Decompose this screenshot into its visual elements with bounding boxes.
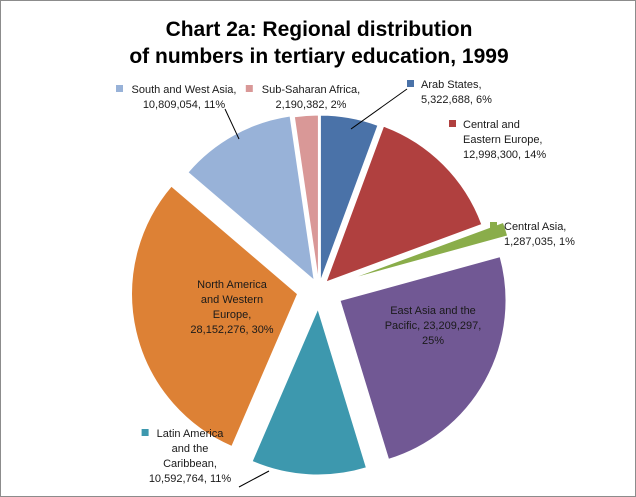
data-label-line: Latin America — [157, 428, 225, 440]
data-label-line: Sub-Saharan Africa, — [262, 84, 360, 96]
data-label-line: and Western — [201, 294, 263, 306]
legend-swatch-latin-america-and-the-caribbean — [141, 429, 149, 436]
data-label-line: Caribbean, — [163, 458, 217, 470]
pie-slice-sub-saharan-africa — [293, 114, 319, 282]
data-label-latin-america-and-the-caribbean: Latin America and the Caribbean, 10,592,764… — [149, 428, 232, 485]
data-label-line: North America — [197, 279, 268, 291]
data-label-line: Pacific, 23,209,297, — [385, 320, 482, 332]
data-label-line: Central Asia, — [504, 221, 566, 233]
pie-slice-north-america-and-western-europe — [131, 185, 299, 448]
pie-slice-central-and-eastern-europe — [325, 125, 483, 283]
data-label-line: 28,152,276, 30% — [190, 324, 273, 336]
pie-slice-central-asia — [347, 221, 509, 281]
data-label-line: 25% — [422, 335, 444, 347]
legend-swatch-central-asia — [490, 222, 497, 229]
data-label-line: South and West Asia, — [132, 84, 237, 96]
data-label-line: 2,190,382, 2% — [276, 99, 347, 111]
data-label-line: and the — [172, 443, 209, 455]
data-label-line: Europe, — [213, 309, 252, 321]
pie-slice-arab-states — [319, 114, 379, 282]
leader-line — [238, 470, 270, 488]
leader-line — [224, 108, 240, 140]
data-label-central-asia: Central Asia, 1,287,035, 1% — [504, 221, 575, 248]
data-label-sub-saharan-africa: Sub-Saharan Africa, 2,190,382, 2% — [262, 84, 360, 111]
data-label-line: 5,322,688, 6% — [421, 94, 492, 106]
leader-line — [350, 88, 408, 130]
data-label-line: 1,287,035, 1% — [504, 236, 575, 248]
pie-slice-east-asia-and-the-pacific — [339, 256, 507, 460]
data-label-north-america-and-western-europe: North America and Western Europe, 28,152,27… — [190, 279, 273, 336]
chart-title-line-1: Chart 2a: Regional distribution — [166, 18, 473, 41]
legend-swatch-arab-states — [407, 80, 414, 87]
legend-swatch-central-and-eastern-europe — [449, 120, 456, 127]
legend-swatch-south-and-west-asia — [116, 85, 123, 92]
data-label-east-asia-and-the-pacific: East Asia and the Pacific, 23,209,297, 25% — [385, 305, 482, 347]
legend-swatch-sub-saharan-africa — [245, 85, 253, 92]
data-label-line: 12,998,300, 14% — [463, 149, 546, 161]
data-label-arab-states: Arab States, 5,322,688, 6% — [421, 79, 492, 106]
data-label-central-and-eastern-europe: Central and Eastern Europe, 12,998,300, 14… — [463, 119, 546, 161]
data-label-line: Central and — [463, 119, 520, 131]
data-label-line: 10,592,764, 11% — [149, 473, 232, 485]
data-label-line: 10,809,054, 11% — [143, 99, 226, 111]
chart-title-line-2: of numbers in tertiary education, 1999 — [129, 45, 508, 68]
data-label-line: Eastern Europe, — [463, 134, 543, 146]
data-label-line: East Asia and the — [390, 305, 476, 317]
pie-slice-south-and-west-asia — [187, 115, 315, 282]
data-label-line: Arab States, — [421, 79, 482, 91]
data-label-south-and-west-asia: South and West Asia, 10,809,054, 11% — [132, 84, 237, 111]
pie-slice-latin-america-and-the-caribbean — [251, 307, 368, 476]
